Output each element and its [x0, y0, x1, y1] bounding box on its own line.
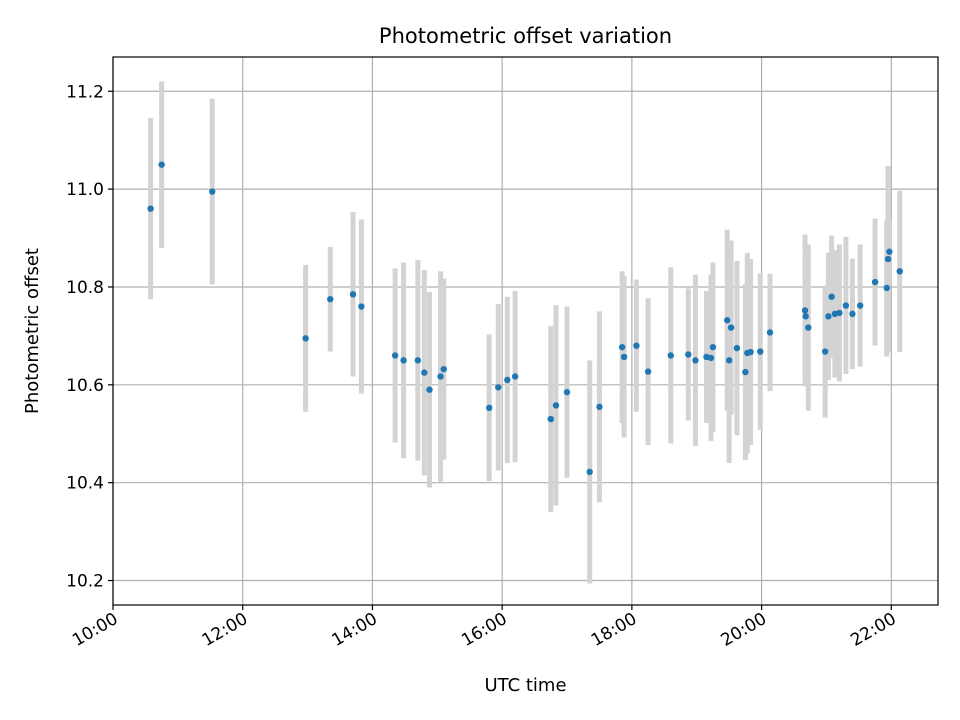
data-point	[727, 324, 735, 331]
data-point	[327, 295, 334, 303]
data-point	[709, 343, 717, 351]
data-point	[884, 255, 892, 263]
data-point	[485, 404, 493, 412]
data-point	[391, 352, 399, 359]
data-point	[842, 302, 850, 309]
data-point	[828, 293, 835, 300]
y-tick-label: 10.4	[66, 474, 104, 494]
data-point	[426, 386, 433, 393]
data-point	[400, 357, 407, 364]
data-point	[707, 354, 715, 362]
y-axis-label: Photometric offset	[22, 248, 43, 414]
data-point	[856, 302, 864, 309]
data-point	[618, 343, 626, 351]
data-points	[147, 161, 903, 476]
data-point	[358, 303, 365, 310]
data-point	[871, 278, 879, 286]
data-point	[421, 369, 428, 376]
data-point	[147, 205, 154, 212]
data-point	[766, 329, 774, 336]
chart-title: Photometric offset variation	[379, 24, 672, 48]
data-point	[805, 324, 812, 331]
data-point	[836, 309, 843, 317]
data-point	[302, 335, 309, 342]
data-point	[801, 307, 809, 314]
data-point	[563, 388, 571, 396]
data-point	[733, 344, 741, 352]
data-point	[849, 310, 856, 318]
data-point	[742, 368, 749, 376]
plot-frame	[112, 56, 939, 606]
data-point	[667, 352, 674, 359]
data-point	[724, 317, 731, 324]
data-point	[596, 403, 603, 411]
data-point	[495, 384, 502, 391]
data-point	[644, 368, 652, 375]
data-point	[349, 291, 357, 298]
data-point	[692, 357, 699, 364]
data-point	[620, 353, 628, 361]
data-point	[725, 357, 733, 364]
y-tick-label: 10.6	[66, 376, 104, 396]
data-point	[414, 357, 422, 364]
data-point	[757, 348, 764, 355]
data-point	[586, 468, 593, 476]
data-point	[896, 268, 903, 275]
data-point	[883, 284, 890, 292]
data-point	[747, 348, 754, 356]
data-point	[802, 313, 809, 320]
data-point	[685, 351, 692, 358]
y-tick-label: 10.8	[66, 278, 104, 298]
y-tick-label: 10.2	[66, 572, 104, 592]
data-point	[552, 402, 560, 409]
data-point	[158, 161, 165, 168]
y-tick-label: 11.0	[66, 180, 104, 200]
y-tick-label: 11.2	[66, 82, 104, 102]
data-point	[825, 313, 832, 320]
data-point	[504, 376, 511, 384]
data-point	[547, 415, 554, 423]
data-point	[511, 373, 519, 380]
y-axis-ticks: 10.2 10.4 10.6 10.8 11.0 11.2	[66, 82, 113, 592]
x-axis-label: UTC time	[484, 675, 566, 696]
data-point	[821, 348, 829, 355]
data-point	[633, 342, 640, 349]
data-point	[437, 373, 444, 380]
data-point	[209, 188, 216, 195]
data-point	[886, 248, 893, 255]
data-point	[440, 365, 447, 373]
